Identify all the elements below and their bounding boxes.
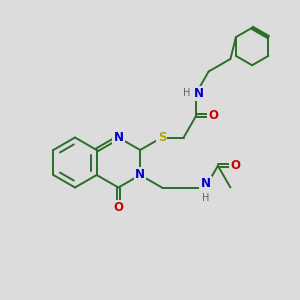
Text: O: O (209, 109, 219, 122)
Text: N: N (113, 131, 123, 144)
Text: N: N (200, 177, 210, 190)
Text: O: O (113, 201, 123, 214)
Text: H: H (202, 193, 209, 203)
Text: N: N (194, 87, 204, 100)
Text: H: H (183, 88, 190, 98)
Text: O: O (230, 159, 240, 172)
Text: N: N (135, 169, 145, 182)
Text: S: S (158, 131, 166, 144)
